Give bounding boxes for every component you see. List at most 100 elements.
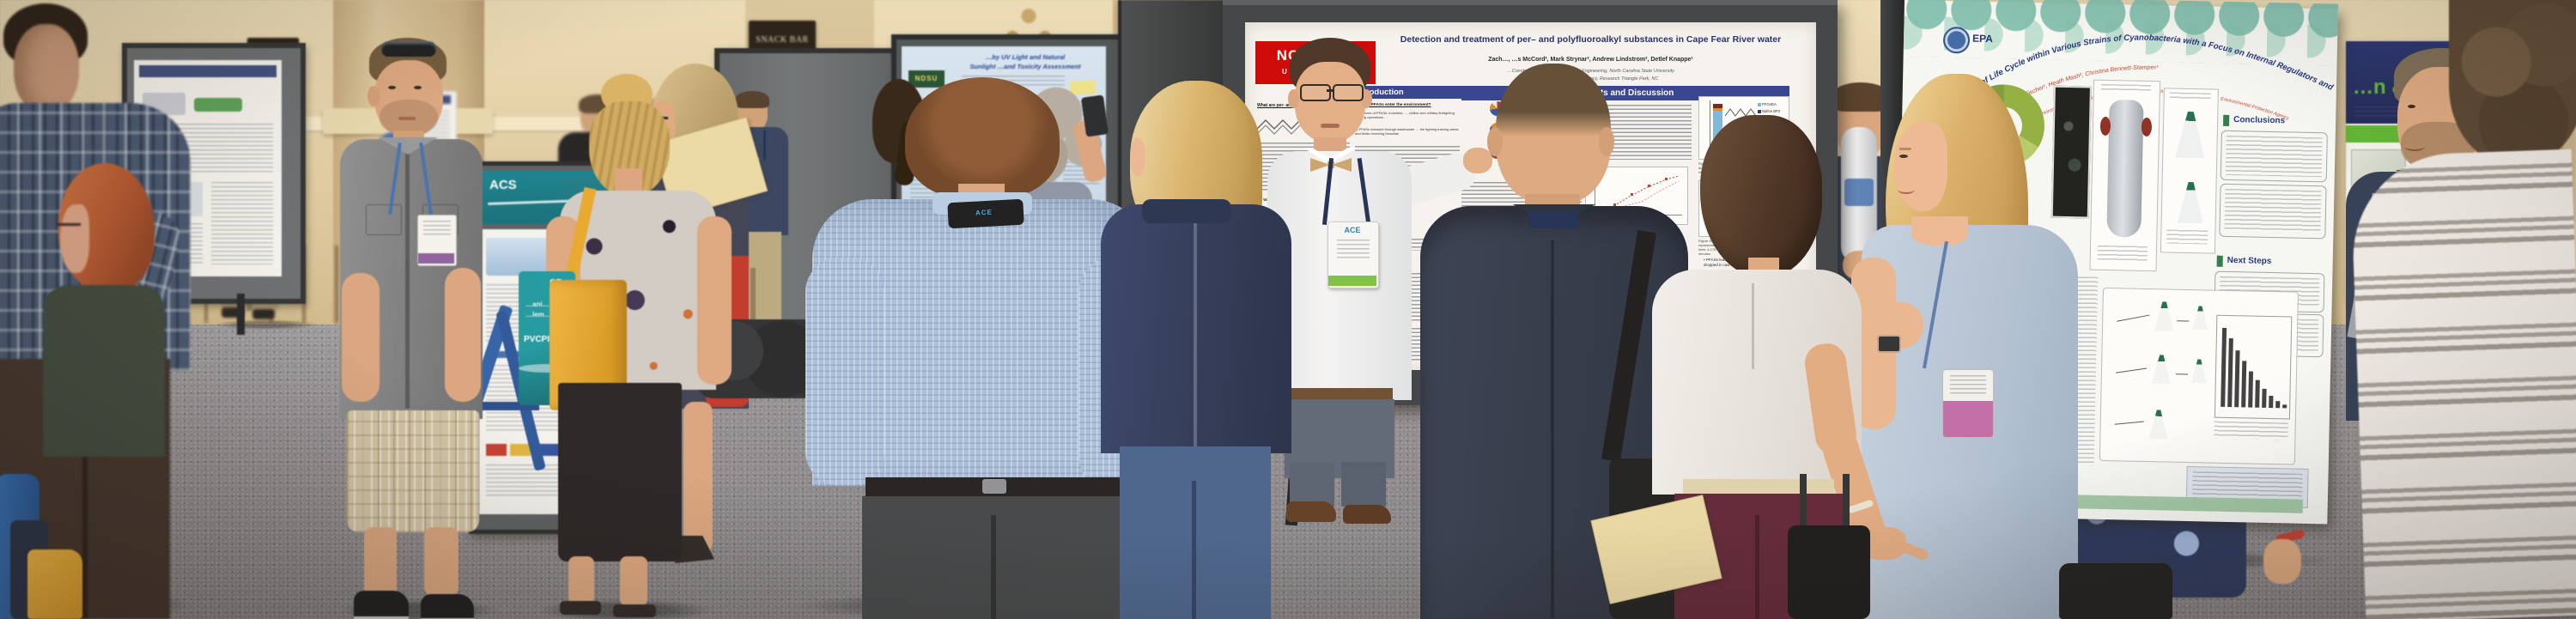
leg-gap [750,268,756,331]
sunglasses-on-head [381,41,436,57]
flow-arrows [2114,314,2190,425]
board-leg [237,294,245,335]
badge-pink [1942,369,1994,438]
brown-shoe [1343,505,1391,524]
jeans-seam [1192,481,1196,619]
dilution-flow-panel [2099,287,2299,465]
eyebrow [1899,148,1911,150]
legend-swatch [1758,110,1761,113]
leg [620,556,647,606]
buzz-head [1496,64,1611,204]
poster-green-figure [194,98,242,112]
left-sleeve [805,258,884,486]
shirt-placket [405,151,410,409]
face [374,60,443,137]
glasses-edge [57,223,81,226]
intro-h1: What are per- and p… [1257,103,1302,108]
main-title: Detection and treatment of per– and poly… [1400,34,1782,45]
black-capris [558,383,682,561]
logo-row-red [486,444,507,456]
badge-lines [423,221,451,238]
teal-bag-line1: …ani… [526,300,550,308]
eye [1899,155,1908,158]
logo-row-yellow [510,444,531,456]
trouser-seam [991,515,996,619]
dark-green-top [43,285,165,457]
pants-seam [82,429,88,619]
badge [417,215,457,266]
presenter-glasses [1333,84,1364,101]
ear [1599,127,1614,156]
presenter-ear [1288,89,1299,108]
presenter-belt [1286,388,1393,401]
program-label [1844,179,1874,206]
eye [2408,105,2415,108]
jacket-zip [1194,223,1197,446]
presenter-leg [1290,462,1334,507]
main-affil1: …Construction, and Environmental Enginee… [1507,69,1674,74]
striped-polo [2349,149,2576,619]
blouse-seam [1752,283,1754,369]
mouth [398,117,416,120]
bar-pfas [1713,108,1722,151]
ear [368,86,380,106]
bar-cap-orange [1713,108,1722,111]
yellow-bag-floor [27,549,82,619]
messy-brown-hair [2449,0,2576,165]
ndsu-title-line1: …by UV Light and Natural [985,53,1066,61]
badge-ace-logo: ACE [1344,226,1361,234]
presenter-face [1295,62,1365,143]
presenter-ear [1361,89,1372,108]
rolling-bag-handle [1800,474,1807,534]
ndsu-logo: NDSU [908,70,945,88]
belt-buckle [982,479,1006,494]
annotation-molecule [1724,108,1757,117]
teal-bag-line3: PVCPI [524,335,550,344]
legend-row: Nafion BP2 [1758,109,1780,113]
acs-logo-text: ACS [489,178,517,192]
hair [735,91,769,108]
smile [1898,185,1915,194]
teal-bag-line2: …lem… [526,311,551,319]
sandal [613,604,656,617]
eye [388,86,396,89]
forearm [342,273,380,402]
conference-badge: ACE [1327,222,1379,288]
presenter-mouth [1321,124,1340,128]
main-authors: Zach…, …s McCord², Mark Strynar², Andrew… [1488,57,1693,63]
badge-strip [418,253,454,264]
chest-pocket [366,204,402,235]
brown-shoe [1286,501,1336,522]
poster-text-lines [211,182,273,264]
leg [364,527,397,598]
ndsu-logo-text: NDSU [914,75,939,82]
legend-row: PFO4DA [1758,102,1777,106]
lanyard-strap [1528,211,1578,228]
plaid-shorts [347,410,479,532]
badge-name-lines [1337,240,1370,258]
ear [1487,127,1503,156]
hair-short-auburn [905,77,1060,199]
bare-arm [697,216,732,385]
pants-seam [1755,515,1759,619]
snack-bar-sign-text: SNACK BAR [756,35,809,45]
bar-cap-red [1713,104,1722,108]
badge-green-strip [1328,276,1376,286]
jacket-collar [1142,199,1231,223]
smile [2404,143,2425,151]
eye [414,86,422,89]
leg [568,556,594,604]
apple-watch [1877,335,1901,353]
rolling-bag [1788,525,1870,619]
face-profile [1894,122,1947,211]
blue-easel-crossbar [477,402,539,410]
intro-item2: 2) PFASs released through wastewater … t… [1355,127,1459,136]
